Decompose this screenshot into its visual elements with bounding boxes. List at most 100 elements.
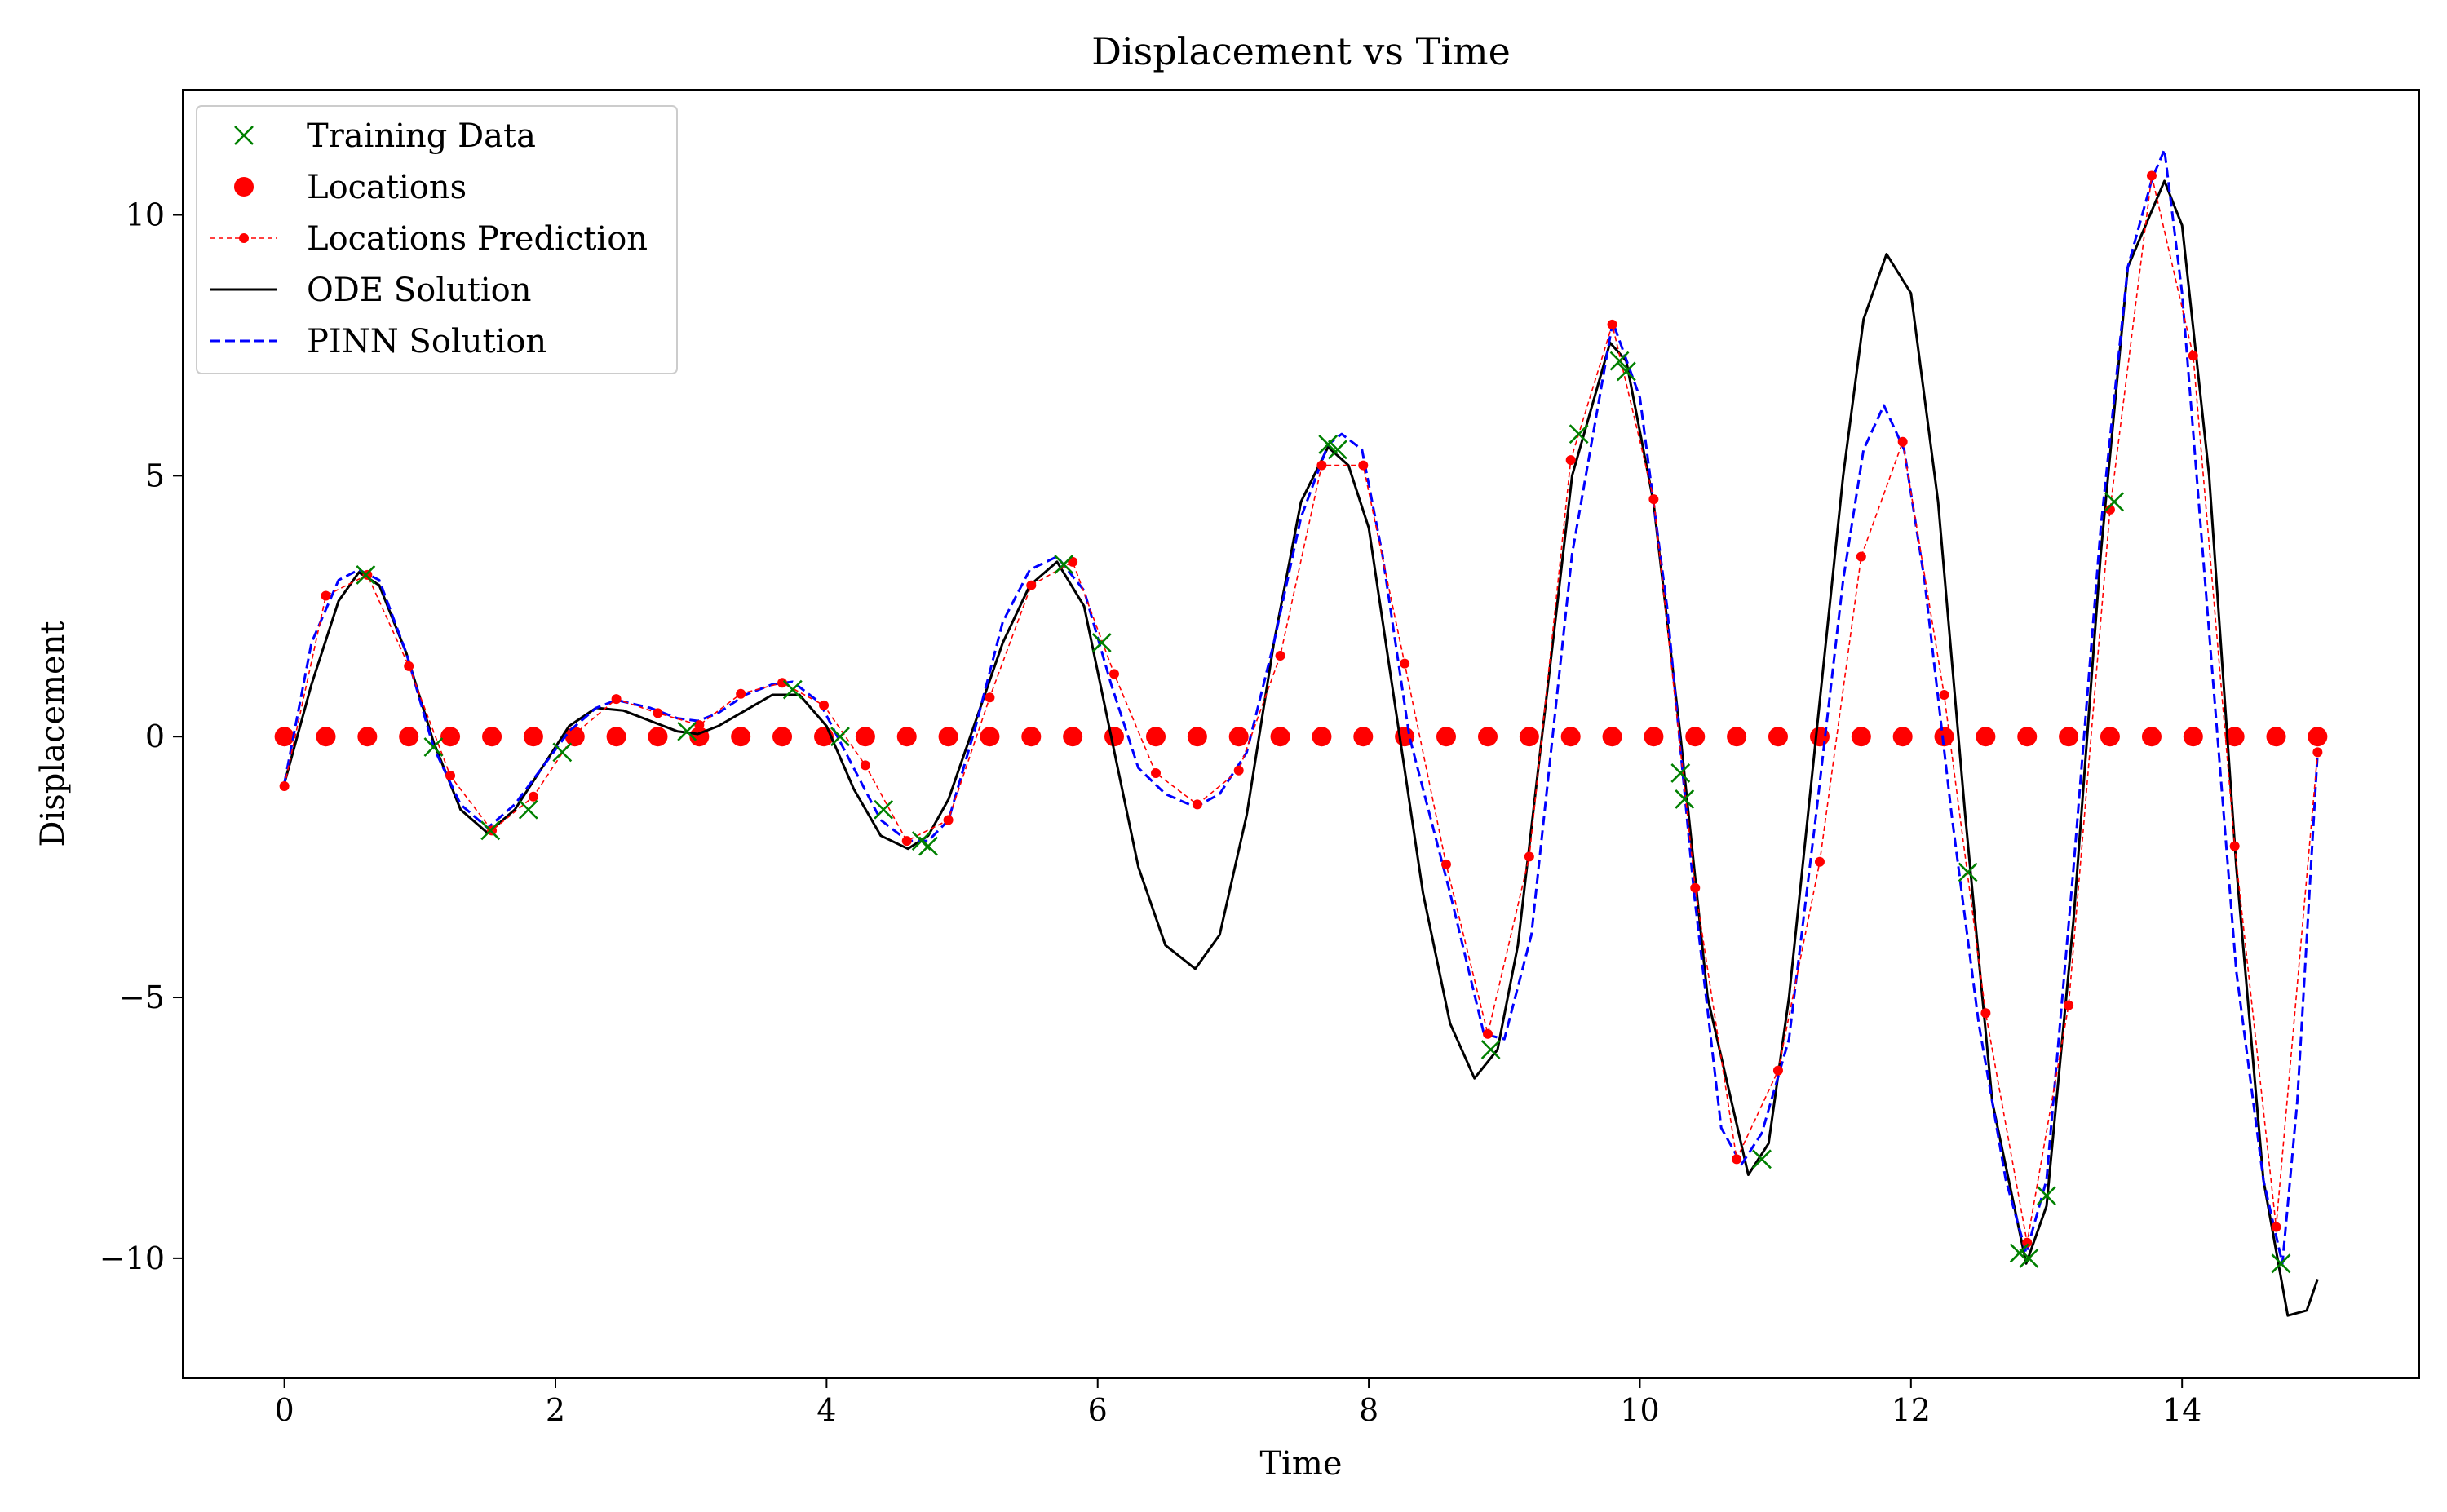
legend-label: Locations Prediction [307,220,648,258]
y-axis-label: Displacement [34,621,72,847]
locations-prediction-point [2022,1237,2033,1248]
x-tick-label: 6 [1088,1392,1108,1428]
locations-point [1228,727,1249,747]
locations-point [1727,727,1747,747]
locations-point [399,727,419,747]
locations-prediction-point [1897,436,1908,447]
locations-point [1353,727,1374,747]
locations-prediction-point [2146,170,2157,181]
locations-point [1312,727,1332,747]
locations-prediction-point [2271,1222,2281,1232]
locations-prediction-point [1358,460,1369,471]
locations-prediction-point [362,569,373,580]
x-tick-label: 8 [1359,1392,1378,1428]
locations-prediction-point [1400,658,1410,669]
locations-point [772,727,793,747]
locations-prediction-point [694,720,705,731]
locations-prediction-point [528,791,538,802]
locations-prediction-line [283,175,2319,1243]
x-axis-label: Time [1259,1445,1342,1483]
training-data-point [1480,1040,1501,1059]
y-tick-label: −10 [100,1240,165,1276]
locations-point [2266,727,2286,747]
locations-prediction-point [1151,767,1162,778]
locations-prediction-point [1440,859,1451,869]
y-tick-label: 10 [126,197,165,233]
locations-point [2183,727,2203,747]
plot-area: 0 2 4 6 8 10 12 14 −10 −5 0 5 10 [100,89,2420,1428]
locations-point [855,727,875,747]
locations-point [274,727,294,747]
locations-point [1477,727,1498,747]
locations-prediction-point [1648,494,1659,505]
legend-item-pinn: PINN Solution [210,323,546,360]
locations-point [2141,727,2162,747]
locations-point [896,727,917,747]
locations-point [1436,727,1456,747]
legend: Training Data Locations Locations Predicti… [196,105,678,374]
locations-point [1146,727,1166,747]
locations-prediction-point [985,692,995,703]
locations-point [1685,727,1706,747]
y-tick-label: −5 [119,979,165,1015]
locations-point [980,727,1000,747]
training-data-point [1670,763,1691,783]
training-data-point [1616,361,1636,382]
locations-point [1768,727,1788,747]
locations-prediction-point [1939,690,1949,701]
training-data-point [423,737,444,757]
x-tick-label: 12 [1892,1392,1931,1428]
legend-item-locpred: Locations Prediction [210,220,648,258]
locations-prediction-point [2229,841,2240,851]
legend-handle-locations [234,177,254,197]
locations-prediction-point [901,836,912,847]
training-data-point [830,727,850,747]
locations-point [1270,727,1290,747]
legend-handle-training [234,126,254,145]
locations-point [648,727,668,747]
locations-point [1602,727,1622,747]
training-data-point [782,679,803,700]
locations-prediction-point [1482,1028,1493,1039]
locations-point [482,727,502,747]
locations-prediction-point [653,708,663,718]
x-tick-label: 10 [1620,1392,1659,1428]
locations-prediction-point [611,694,622,705]
training-data-point [1609,351,1630,371]
locations-point [1063,727,1083,747]
locations-point [1104,727,1125,747]
locations-prediction-point [1026,580,1037,590]
training-data-point [874,799,894,820]
training-data-point [918,836,938,856]
legend-label: ODE Solution [307,272,532,309]
legend-label: Locations [307,169,467,206]
locations-point [1976,727,1996,747]
locations-prediction-point [1316,460,1327,471]
locations-point [2100,727,2120,747]
locations-point [1892,727,1913,747]
legend-label: PINN Solution [307,323,546,360]
locations-prediction-point [1732,1154,1742,1165]
training-data-point [1569,424,1589,444]
training-data-point [1675,789,1695,809]
training-data-point [552,742,573,763]
locations-point [440,727,461,747]
x-tick-label: 14 [2162,1392,2201,1428]
training-data-point [356,564,376,585]
training-data-point [1054,555,1074,575]
training-data-point [1958,862,1978,882]
legend-item-ode: ODE Solution [210,272,532,309]
locations-point [1519,727,1539,747]
locations-prediction-point [1856,551,1866,562]
locations-prediction-point [404,661,414,671]
y-tick-label: 0 [145,718,165,754]
locations-prediction-point [1565,455,1576,466]
locations-point [938,727,958,747]
legend-handle-locpred-dot [239,233,249,243]
locations-prediction-point [943,815,954,825]
training-data-point [677,721,697,741]
locations-point [2224,727,2245,747]
training-data-point [480,820,501,841]
legend-item-locations: Locations [234,169,467,206]
